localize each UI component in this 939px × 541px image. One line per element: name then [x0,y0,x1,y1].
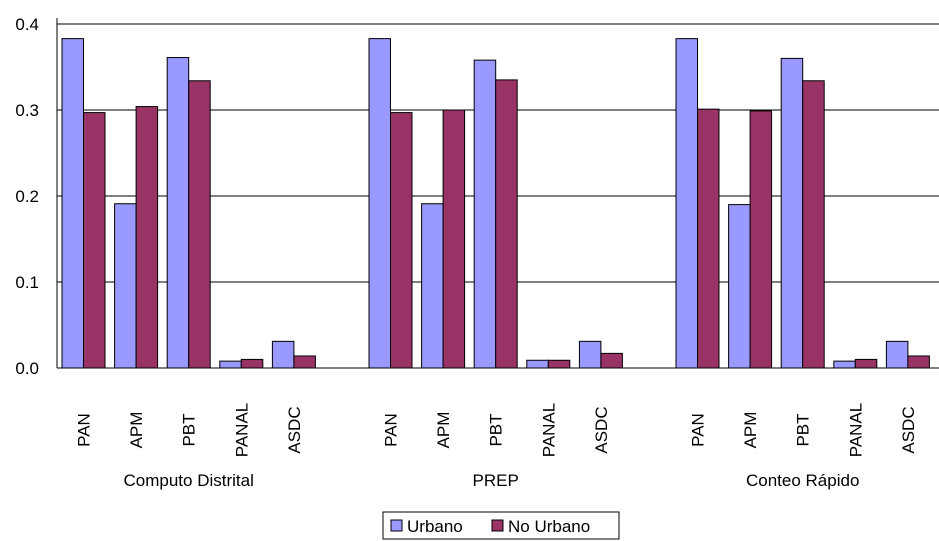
y-tick-label: 0.1 [15,273,39,292]
x-tick-label: PBT [180,413,199,446]
group-label: PREP [473,471,519,490]
bar-no-urbano [907,355,930,369]
bar-urbano [114,203,137,369]
legend-label: Urbano [407,517,463,536]
x-tick-label: APM [741,412,760,449]
y-tick-label: 0.3 [15,101,39,120]
legend: Urbano No Urbano [382,511,620,540]
x-tick-label: PAN [75,413,94,447]
bar-urbano [728,204,751,369]
bar-no-urbano [802,80,825,369]
x-tick-label: PBT [487,413,506,446]
y-tick-label: 0.4 [15,15,39,34]
bar-urbano [368,38,391,369]
bar-no-urbano [697,108,720,369]
x-tick-label: APM [434,412,453,449]
x-tick-label: ASDC [592,406,611,453]
bar-urbano [526,359,549,369]
axes: 0.0 0.1 0.2 0.3 0.4 [15,15,939,378]
bars [61,38,930,369]
bar-no-urbano [83,112,106,369]
bar-no-urbano [135,106,159,369]
bar-urbano [219,360,242,369]
x-tick-label: PANAL [232,403,251,458]
legend-swatch [390,519,403,532]
bar-urbano [675,38,698,369]
bar-no-urbano [293,355,316,369]
legend-label: No Urbano [508,517,590,536]
bar-urbano [833,360,856,369]
x-tick-label: APM [127,412,146,449]
bar-no-urbano [854,358,878,369]
bar-no-urbano [240,358,264,369]
bar-urbano [780,57,804,369]
bar-urbano [473,59,497,369]
x-tick-label: ASDC [285,406,304,453]
x-tick-label: PBT [794,413,813,446]
y-tick-label: 0.0 [15,359,39,378]
bar-no-urbano [442,109,466,369]
bar-urbano [61,38,84,369]
bar-no-urbano [749,110,773,369]
x-tick-label: PANAL [846,403,865,458]
bar-no-urbano [547,359,571,369]
bar-urbano [271,340,295,369]
legend-swatch [491,519,504,532]
labels: PAN APM PBT PANAL ASDC PAN APM PBT PANAL ASDC PAN A… [75,403,918,490]
bar-no-urbano [188,80,211,369]
bar-urbano [421,203,444,369]
x-tick-label: PAN [689,413,708,447]
x-tick-label: PAN [382,413,401,447]
y-tick-label: 0.2 [15,187,39,206]
bar-no-urbano [390,112,413,369]
bar-urbano [885,340,909,369]
group-label: Computo Distrital [124,471,254,490]
x-tick-label: PANAL [539,403,558,458]
x-tick-label: ASDC [899,406,918,453]
bar-no-urbano [495,79,518,369]
group-label: Conteo Rápido [746,471,859,490]
bar-no-urbano [600,352,623,369]
bar-urbano [578,340,602,369]
bar-urbano [166,57,190,369]
